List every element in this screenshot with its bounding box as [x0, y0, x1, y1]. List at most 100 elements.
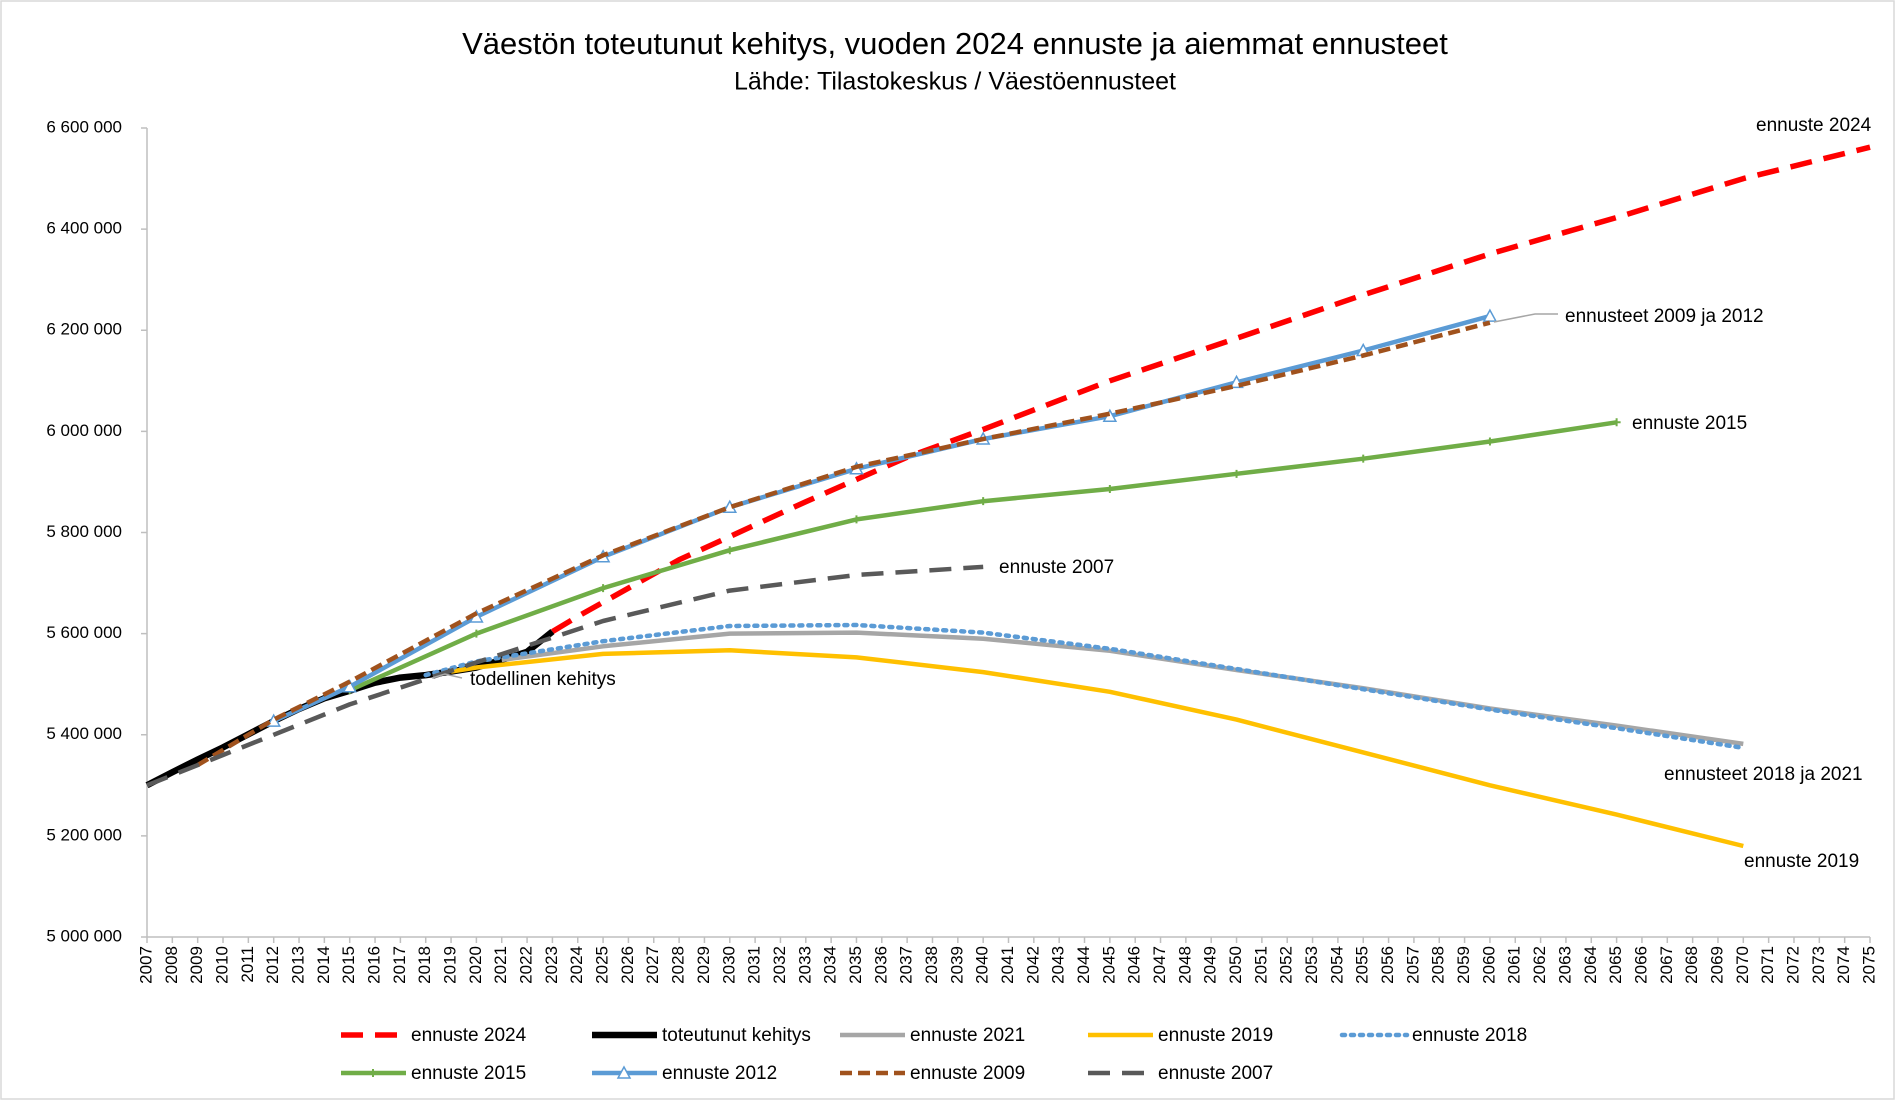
x-tick-label: 2064 [1581, 946, 1600, 984]
x-tick-label: 2049 [1201, 946, 1220, 984]
x-tick-label: 2021 [491, 946, 510, 984]
x-tick-label: 2039 [947, 946, 966, 984]
x-tick-label: 2069 [1707, 946, 1726, 984]
x-tick-label: 2042 [1023, 946, 1042, 984]
annotation: ennuste 2019 [1744, 851, 1859, 872]
x-tick-label: 2018 [415, 946, 434, 984]
x-tick-label: 2029 [694, 946, 713, 984]
y-tick-label: 5 800 000 [46, 522, 122, 541]
x-tick-label: 2045 [1099, 946, 1118, 984]
x-tick-label: 2007 [136, 946, 155, 984]
x-tick-label: 2066 [1631, 946, 1650, 984]
series-marker [1482, 308, 1498, 322]
x-tick-label: 2024 [567, 946, 586, 984]
x-tick-label: 2048 [1175, 946, 1194, 984]
x-tick-label: 2036 [871, 946, 890, 984]
x-tick-label: 2065 [1606, 946, 1625, 984]
leader-line [431, 673, 463, 679]
legend-label: ennuste 2021 [910, 1025, 1025, 1046]
y-tick-label: 5 600 000 [46, 623, 122, 642]
x-tick-label: 2019 [441, 946, 460, 984]
series-marker [342, 679, 357, 693]
x-tick-label: 2062 [1530, 946, 1549, 984]
x-tick-label: 2063 [1555, 946, 1574, 984]
x-tick-label: 2057 [1403, 946, 1422, 984]
annotation: ennuste 2024 [1756, 115, 1872, 136]
x-tick-label: 2075 [1859, 946, 1878, 984]
legend-label: ennuste 2009 [910, 1063, 1025, 1084]
x-tick-label: 2056 [1378, 946, 1397, 984]
x-tick-label: 2059 [1454, 946, 1473, 984]
y-tick-label: 6 400 000 [46, 219, 122, 238]
y-tick-label: 5 200 000 [46, 825, 122, 844]
annotation: ennusteet 2018 ja 2021 [1664, 764, 1863, 785]
series-marker [1232, 469, 1241, 478]
series-line [146, 564, 984, 788]
x-tick-label: 2027 [643, 946, 662, 984]
y-tick-label: 6 600 000 [46, 117, 122, 136]
series-line [196, 320, 1491, 768]
legend-marker [616, 1065, 632, 1079]
series-marker [1612, 418, 1621, 427]
y-tick-label: 5 400 000 [46, 724, 122, 743]
x-tick-label: 2025 [593, 946, 612, 984]
x-tick-label: 2054 [1327, 946, 1346, 984]
annotation: ennuste 2007 [999, 557, 1114, 578]
x-tick-label: 2074 [1834, 946, 1853, 984]
series-line [450, 648, 1744, 849]
y-tick-label: 6 200 000 [46, 320, 122, 339]
x-tick-label: 2038 [922, 946, 941, 984]
x-tick-label: 2017 [390, 946, 409, 984]
legend-label: ennuste 2007 [1158, 1063, 1273, 1084]
x-tick-label: 2022 [517, 946, 536, 984]
x-tick-label: 2071 [1758, 946, 1777, 984]
x-tick-label: 2070 [1733, 946, 1752, 984]
x-tick-label: 2073 [1809, 946, 1828, 984]
x-tick-label: 2050 [1226, 946, 1245, 984]
x-tick-label: 2052 [1277, 946, 1296, 984]
x-tick-label: 2011 [238, 946, 257, 983]
x-tick-label: 2020 [466, 946, 485, 984]
annotation: ennusteet 2009 ja 2012 [1565, 306, 1764, 327]
series-marker [979, 497, 988, 506]
x-tick-label: 2015 [339, 946, 358, 984]
x-tick-label: 2041 [998, 946, 1017, 984]
x-tick-label: 2034 [821, 946, 840, 984]
chart-title: Väestön toteutunut kehitys, vuoden 2024 … [462, 26, 1448, 61]
legend-label: ennuste 2018 [1412, 1025, 1527, 1046]
legend-label: ennuste 2019 [1158, 1025, 1273, 1046]
series-marker [599, 584, 608, 593]
x-tick-label: 2055 [1353, 946, 1372, 984]
x-tick-label: 2032 [770, 946, 789, 984]
series-line [550, 144, 1871, 634]
x-tick-label: 2046 [1125, 946, 1144, 984]
x-tick-label: 2068 [1682, 946, 1701, 984]
x-tick-label: 2044 [1074, 946, 1093, 984]
legend-label: ennuste 2024 [411, 1025, 527, 1046]
annotation: ennuste 2015 [1632, 413, 1747, 434]
x-tick-label: 2028 [669, 946, 688, 984]
legend-marker [369, 1069, 377, 1077]
x-tick-label: 2026 [618, 946, 637, 984]
x-tick-label: 2053 [1302, 946, 1321, 984]
x-tick-label: 2023 [542, 946, 561, 984]
x-tick-label: 2047 [1150, 946, 1169, 984]
x-tick-label: 2061 [1505, 946, 1524, 984]
x-tick-label: 2030 [719, 946, 738, 984]
x-tick-label: 2060 [1479, 946, 1498, 984]
x-tick-label: 2037 [897, 946, 916, 984]
series-marker [852, 515, 861, 524]
series-marker [1485, 437, 1494, 446]
x-tick-label: 2058 [1429, 946, 1448, 984]
legend-label: ennuste 2012 [662, 1063, 777, 1084]
x-tick-label: 2013 [289, 946, 308, 984]
x-tick-label: 2012 [263, 946, 282, 984]
x-tick-label: 2016 [365, 946, 384, 984]
chart-subtitle: Lähde: Tilastokeskus / Väestöennusteet [734, 68, 1176, 96]
series-marker [1359, 454, 1368, 463]
x-tick-label: 2051 [1251, 946, 1270, 984]
x-tick-label: 2033 [795, 946, 814, 984]
x-tick-label: 2010 [212, 946, 231, 984]
